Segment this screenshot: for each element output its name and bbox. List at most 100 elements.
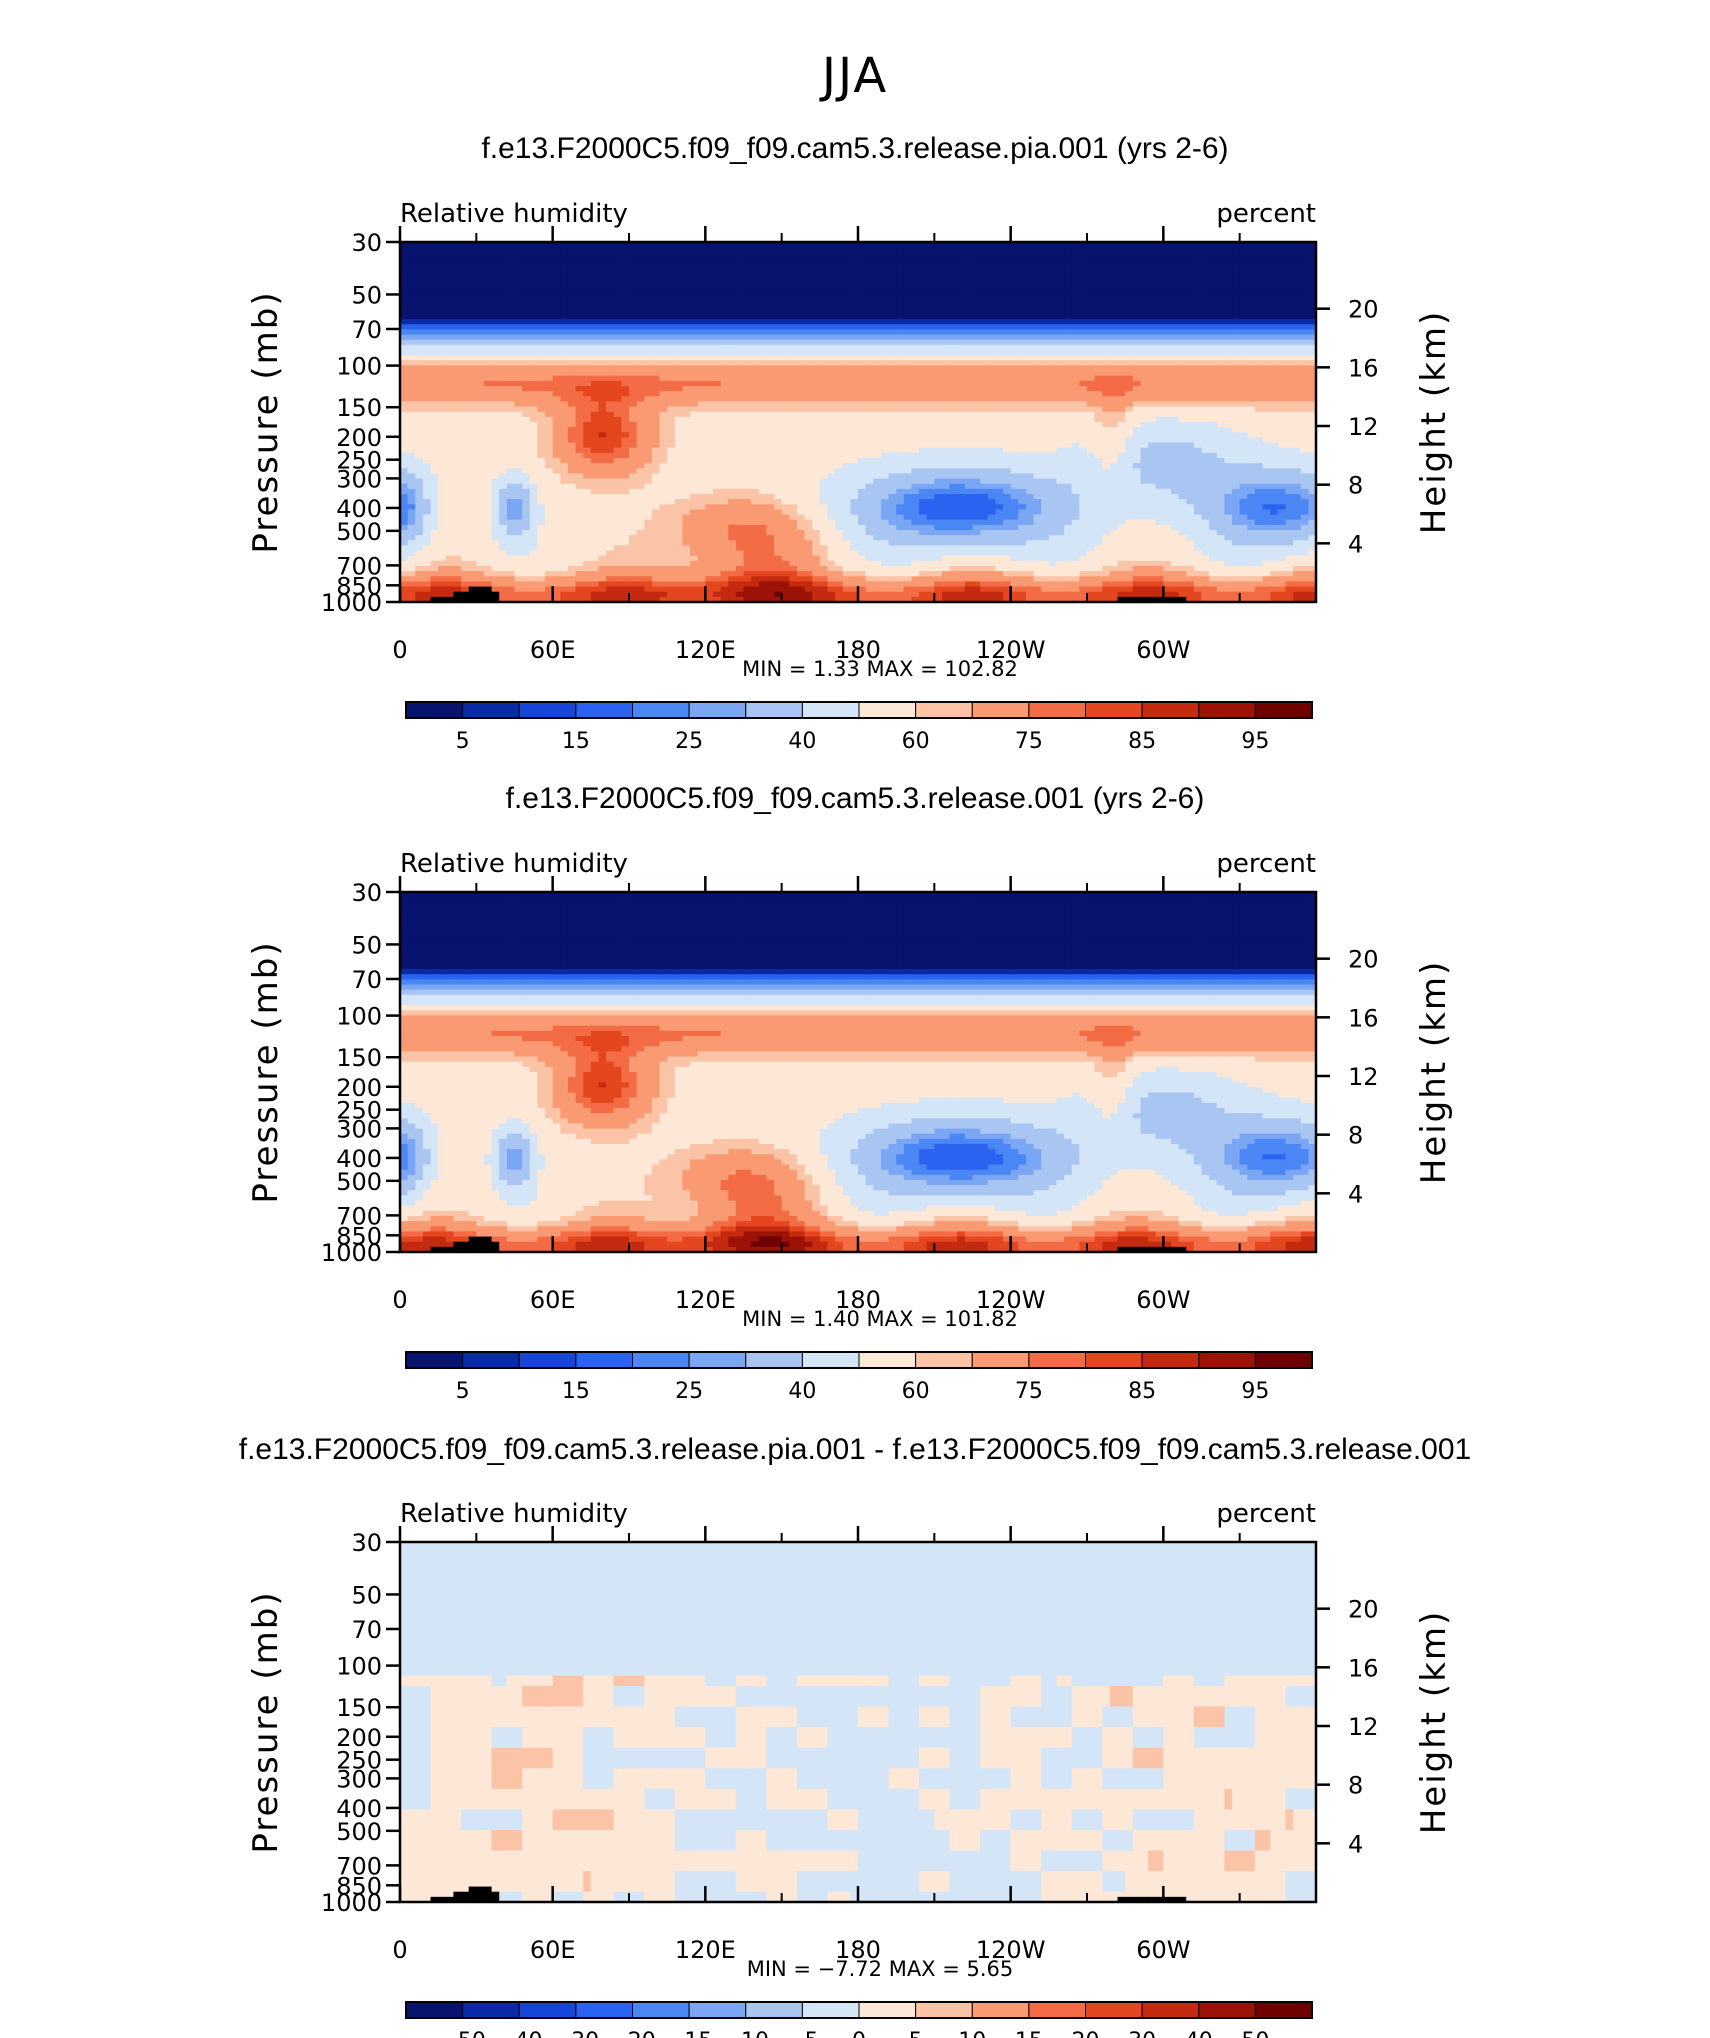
- heatmap-cell: [697, 447, 706, 454]
- heatmap-cell: [438, 247, 447, 253]
- heatmap-cell: [1224, 350, 1233, 356]
- heatmap-cell: [835, 242, 844, 248]
- heatmap-cell: [1048, 432, 1058, 439]
- heatmap-cell: [613, 380, 622, 387]
- heatmap-cell: [453, 334, 462, 341]
- heatmap-cell: [804, 375, 813, 382]
- heatmap-cell: [1148, 329, 1157, 336]
- heatmap-cell: [911, 303, 920, 310]
- heatmap-cell: [835, 401, 844, 408]
- heatmap-cell: [690, 416, 699, 423]
- heatmap-cell: [720, 447, 729, 454]
- heatmap-cell: [506, 422, 516, 428]
- heatmap-cell: [567, 406, 577, 413]
- heatmap-cell: [972, 298, 981, 305]
- heatmap-cell: [911, 360, 920, 367]
- heatmap-cell: [758, 278, 767, 284]
- heatmap-cell: [1201, 391, 1210, 397]
- heatmap-cell: [483, 411, 493, 418]
- heatmap-cell: [1209, 432, 1218, 439]
- heatmap-cell: [957, 319, 966, 325]
- heatmap-cell: [461, 350, 470, 356]
- heatmap-cell: [880, 308, 890, 315]
- heatmap-cell: [659, 422, 668, 428]
- heatmap-cell: [1087, 370, 1096, 377]
- heatmap-cell: [491, 437, 500, 444]
- heatmap-cell: [1254, 370, 1264, 377]
- heatmap-cell: [629, 324, 638, 331]
- heatmap-cell: [758, 334, 767, 341]
- heatmap-cell: [1247, 319, 1256, 325]
- heatmap-cell: [476, 303, 485, 310]
- heatmap-cell: [1010, 416, 1019, 423]
- heatmap-cell: [476, 324, 485, 331]
- heatmap-cell: [667, 360, 676, 367]
- heatmap-cell: [499, 350, 508, 356]
- heatmap-cell: [1010, 422, 1019, 428]
- heatmap-cell: [430, 380, 439, 387]
- heatmap-cell: [880, 288, 890, 295]
- heatmap-cell: [903, 427, 913, 433]
- heatmap-cell: [1125, 447, 1134, 454]
- heatmap-cell: [873, 314, 882, 320]
- heatmap-cell: [972, 324, 981, 331]
- heatmap-cell: [850, 247, 859, 253]
- heatmap-cell: [842, 360, 851, 367]
- heatmap-cell: [483, 452, 493, 459]
- heatmap-cell: [1003, 360, 1012, 367]
- heatmap-cell: [1247, 272, 1256, 279]
- heatmap-cell: [1003, 416, 1012, 423]
- heatmap-cell: [690, 283, 699, 289]
- heatmap-cell: [1300, 272, 1309, 279]
- heatmap-cell: [407, 427, 416, 433]
- heatmap-cell: [949, 452, 958, 459]
- heatmap-cell: [1117, 380, 1126, 387]
- heatmap-cell: [1170, 272, 1180, 279]
- heatmap-cell: [873, 365, 882, 372]
- heatmap-cell: [766, 324, 775, 331]
- heatmap-cell: [1178, 329, 1187, 336]
- heatmap-cell: [819, 247, 829, 253]
- heatmap-cell: [659, 329, 668, 336]
- heatmap-cell: [545, 267, 554, 274]
- heatmap-cell: [1079, 365, 1088, 372]
- heatmap-cell: [903, 344, 913, 351]
- heatmap-cell: [926, 283, 935, 289]
- heatmap-cell: [483, 283, 493, 289]
- heatmap-cell: [858, 386, 867, 392]
- heatmap-cell: [1216, 355, 1225, 361]
- heatmap-cell: [827, 242, 836, 248]
- heatmap-cell: [705, 360, 714, 367]
- heatmap-cell: [537, 447, 546, 454]
- heatmap-cell: [1224, 391, 1233, 397]
- heatmap-cell: [1254, 319, 1264, 325]
- heatmap-cell: [1254, 380, 1264, 387]
- heatmap-cell: [522, 380, 531, 387]
- heatmap-cell: [865, 262, 874, 269]
- heatmap-cell: [567, 344, 577, 351]
- heatmap-cell: [491, 411, 500, 418]
- heatmap-cell: [1254, 257, 1264, 264]
- heatmap-cell: [1140, 355, 1149, 361]
- heatmap-cell: [804, 360, 813, 367]
- heatmap-cell: [629, 442, 638, 449]
- heatmap-cell: [995, 283, 1004, 289]
- heatmap-cell: [880, 375, 890, 382]
- heatmap-cell: [415, 396, 424, 403]
- heatmap-cell: [499, 370, 508, 377]
- heatmap-cell: [751, 432, 760, 439]
- heatmap-cell: [1232, 391, 1241, 397]
- heatmap-cell: [705, 324, 714, 331]
- heatmap-cell: [880, 257, 890, 264]
- heatmap-cell: [1087, 396, 1096, 403]
- heatmap-cell: [789, 360, 798, 367]
- heatmap-cell: [659, 437, 668, 444]
- heatmap-cell: [682, 432, 691, 439]
- heatmap-cell: [705, 303, 714, 310]
- heatmap-cell: [842, 452, 851, 459]
- heatmap-cell: [796, 350, 806, 356]
- heatmap-cell: [812, 319, 821, 325]
- heatmap-cell: [644, 278, 653, 284]
- heatmap-cell: [674, 324, 684, 331]
- heatmap-cell: [728, 375, 737, 382]
